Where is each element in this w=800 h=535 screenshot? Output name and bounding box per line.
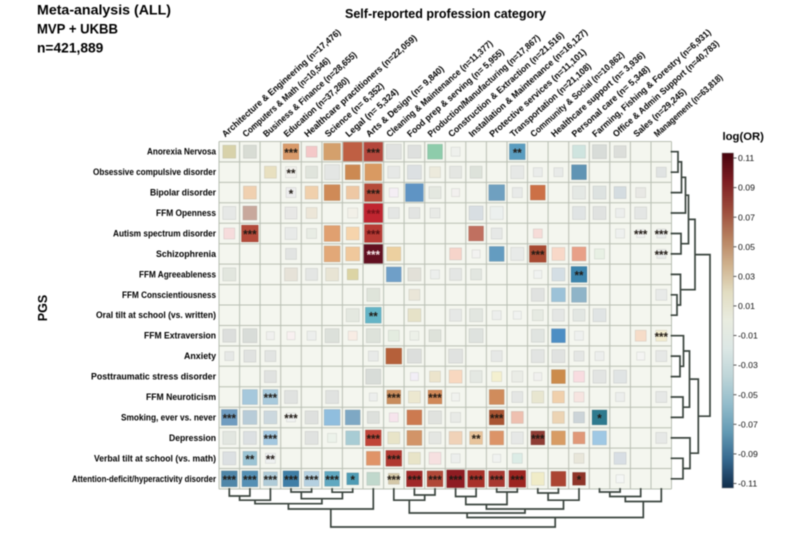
svg-text:*: * — [350, 475, 355, 487]
svg-text:***: *** — [490, 475, 504, 487]
svg-text:Oral tilt at school (vs. writt: Oral tilt at school (vs. written) — [96, 310, 216, 320]
svg-text:***: *** — [655, 230, 669, 242]
svg-text:***: *** — [367, 230, 381, 242]
svg-text:Anorexia Nervosa: Anorexia Nervosa — [147, 147, 217, 157]
svg-text:Smoking, ever vs. never: Smoking, ever vs. never — [121, 412, 216, 422]
svg-text:***: *** — [243, 230, 257, 242]
svg-text:Bipolar disorder: Bipolar disorder — [150, 188, 216, 198]
svg-text:***: *** — [367, 250, 381, 262]
svg-text:***: *** — [408, 475, 422, 487]
svg-text:Attention-deficit/hyperactivit: Attention-deficit/hyperactivity disorder — [72, 474, 216, 484]
svg-text:PGS: PGS — [36, 295, 50, 321]
svg-text:***: *** — [325, 475, 339, 487]
svg-text:*: * — [577, 475, 582, 487]
svg-text:Depression: Depression — [169, 433, 216, 443]
svg-text:FFM Agreeableness: FFM Agreeableness — [139, 269, 216, 279]
svg-text:log(OR): log(OR) — [723, 131, 765, 143]
svg-text:***: *** — [264, 434, 278, 446]
svg-text:0.05: 0.05 — [738, 242, 755, 252]
svg-text:n=421,889: n=421,889 — [37, 41, 104, 56]
svg-text:***: *** — [428, 475, 442, 487]
svg-text:0.07: 0.07 — [738, 212, 755, 222]
svg-text:***: *** — [655, 250, 669, 262]
svg-text:0.11: 0.11 — [738, 153, 754, 163]
svg-text:Verbal tilt at school (vs. mat: Verbal tilt at school (vs. math) — [94, 453, 216, 463]
svg-text:***: *** — [264, 475, 278, 487]
svg-text:***: *** — [243, 475, 257, 487]
svg-text:***: *** — [387, 455, 401, 467]
svg-text:Self-reported profession categ: Self-reported profession category — [345, 6, 547, 21]
svg-text:***: *** — [367, 189, 381, 201]
svg-text:Anxiety: Anxiety — [184, 351, 216, 361]
svg-text:Schizophrenia: Schizophrenia — [156, 249, 217, 259]
svg-text:***: *** — [305, 475, 319, 487]
svg-text:*: * — [289, 189, 294, 201]
svg-text:**: ** — [287, 168, 296, 180]
svg-text:**: ** — [369, 311, 378, 323]
svg-text:***: *** — [490, 414, 504, 426]
svg-text:0.01: 0.01 — [738, 301, 755, 311]
svg-text:**: ** — [245, 455, 254, 467]
svg-text:***: *** — [511, 475, 525, 487]
svg-text:***: *** — [387, 475, 401, 487]
svg-text:0.03: 0.03 — [738, 272, 755, 282]
svg-text:***: *** — [367, 209, 381, 221]
svg-text:Autism spectrum disorder: Autism spectrum disorder — [113, 229, 216, 239]
svg-text:Posttraumatic stress disorder: Posttraumatic stress disorder — [91, 372, 216, 382]
svg-text:***: *** — [449, 475, 463, 487]
svg-text:*: * — [597, 414, 602, 426]
svg-text:**: ** — [266, 455, 275, 467]
svg-text:***: *** — [531, 434, 545, 446]
svg-text:**: ** — [472, 434, 481, 446]
svg-text:***: *** — [469, 475, 483, 487]
svg-text:-0.05: -0.05 — [738, 390, 758, 400]
svg-text:0.09: 0.09 — [738, 183, 755, 193]
svg-text:MVP + UKBB: MVP + UKBB — [37, 22, 118, 37]
svg-text:***: *** — [634, 230, 648, 242]
svg-text:-0.07: -0.07 — [738, 419, 758, 429]
svg-text:***: *** — [428, 393, 442, 405]
svg-text:Obsessive compulsive disorder: Obsessive compulsive disorder — [93, 167, 216, 177]
svg-text:***: *** — [531, 250, 545, 262]
svg-text:FFM Extraversion: FFM Extraversion — [144, 331, 216, 341]
svg-text:***: *** — [367, 148, 381, 160]
svg-text:***: *** — [223, 414, 237, 426]
svg-text:***: *** — [284, 148, 298, 160]
svg-text:**: ** — [575, 271, 584, 283]
svg-text:-0.09: -0.09 — [738, 449, 758, 459]
svg-text:***: *** — [284, 414, 298, 426]
svg-text:FFM Openness: FFM Openness — [156, 208, 216, 218]
svg-text:***: *** — [655, 332, 669, 344]
svg-text:***: *** — [223, 475, 237, 487]
svg-text:FFM Neuroticism: FFM Neuroticism — [146, 392, 216, 402]
svg-text:***: *** — [387, 393, 401, 405]
svg-text:***: *** — [367, 434, 381, 446]
svg-text:-0.01: -0.01 — [738, 331, 758, 341]
svg-text:Meta-analysis (ALL): Meta-analysis (ALL) — [37, 3, 171, 18]
svg-text:FFM Conscientiousness: FFM Conscientiousness — [122, 290, 216, 300]
svg-text:***: *** — [264, 393, 278, 405]
svg-text:**: ** — [513, 148, 522, 160]
svg-text:***: *** — [284, 475, 298, 487]
svg-text:-0.11: -0.11 — [738, 479, 757, 489]
svg-text:-0.03: -0.03 — [738, 360, 758, 370]
